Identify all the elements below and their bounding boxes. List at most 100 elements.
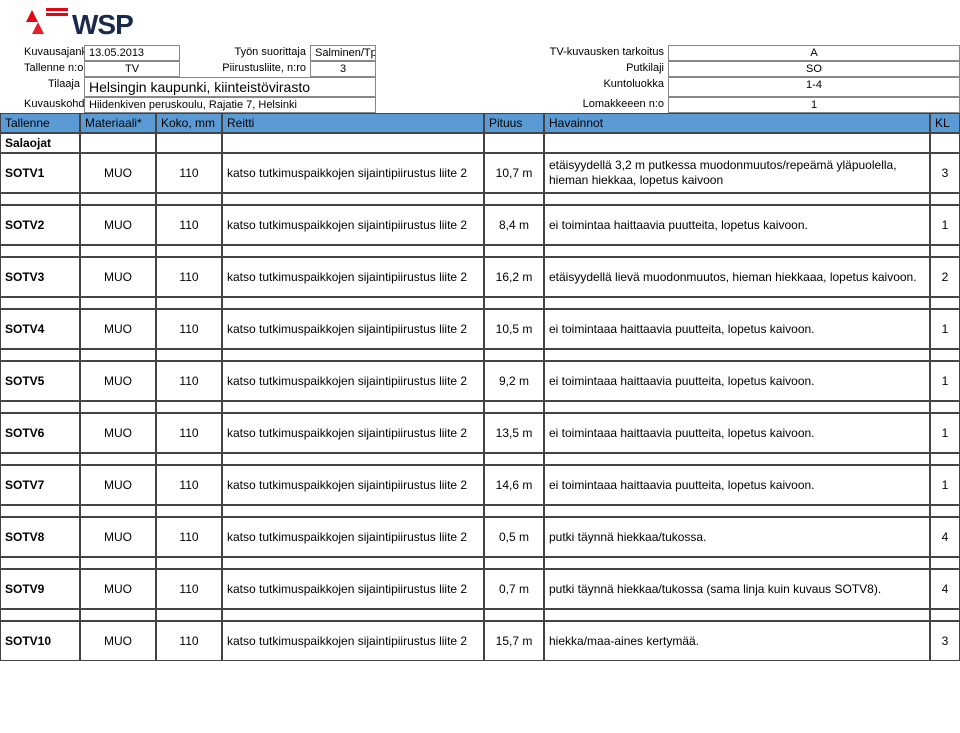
cell-kl: 2 <box>930 257 960 297</box>
meta-site: Hiidenkiven peruskoulu, Rajatie 7, Helsi… <box>84 97 376 113</box>
cell-length: 9,2 m <box>484 361 544 401</box>
cell-kl: 1 <box>930 413 960 453</box>
cell-material: MUO <box>80 465 156 505</box>
document-meta: Kuvausajank. 13.05.2013 Työn suorittaja … <box>0 45 960 113</box>
cell-size: 110 <box>156 153 222 193</box>
cell-length: 10,5 m <box>484 309 544 349</box>
cell-route: katso tutkimuspaikkojen sijaintipiirustu… <box>222 361 484 401</box>
cell-size: 110 <box>156 569 222 609</box>
cell-route: katso tutkimuspaikkojen sijaintipiirustu… <box>222 569 484 609</box>
cell-size: 110 <box>156 361 222 401</box>
meta-form-no: 1 <box>668 97 960 113</box>
col-materiaali: Materiaali* <box>80 113 156 133</box>
brand-name: WSP <box>72 9 133 41</box>
cell-observation: etäisyydellä lievä muodonmuutos, hieman … <box>544 257 930 297</box>
cell-length: 0,7 m <box>484 569 544 609</box>
cell-size: 110 <box>156 205 222 245</box>
table-header-row: Tallenne Materiaali* Koko, mm Reitti Pit… <box>0 113 960 133</box>
cell-observation: putki täynnä hiekkaa/tukossa. <box>544 517 930 557</box>
table-row: SOTV8MUO110katso tutkimuspaikkojen sijai… <box>0 517 960 557</box>
cell-size: 110 <box>156 465 222 505</box>
cell-size: 110 <box>156 309 222 349</box>
cell-route: katso tutkimuspaikkojen sijaintipiirustu… <box>222 205 484 245</box>
cell-length: 8,4 m <box>484 205 544 245</box>
meta-label: Putkilaji <box>376 61 668 77</box>
cell-kl: 3 <box>930 621 960 661</box>
cell-kl: 4 <box>930 517 960 557</box>
table-row: SOTV9MUO110katso tutkimuspaikkojen sijai… <box>0 569 960 609</box>
logo-area: WSP <box>0 0 960 45</box>
table-spacer-row <box>0 245 960 257</box>
cell-observation: ei toimintaaa haittaavia puutteita, lope… <box>544 309 930 349</box>
cell-material: MUO <box>80 257 156 297</box>
meta-label: Tilaaja <box>0 77 84 97</box>
cell-observation: ei toimintaa haittaavia puutteita, lopet… <box>544 205 930 245</box>
cell-id: SOTV7 <box>0 465 80 505</box>
table-row: SOTV6MUO110katso tutkimuspaikkojen sijai… <box>0 413 960 453</box>
table-subheader: Salaojat <box>0 133 80 153</box>
cell-material: MUO <box>80 413 156 453</box>
cell-kl: 1 <box>930 309 960 349</box>
table-row: SOTV5MUO110katso tutkimuspaikkojen sijai… <box>0 361 960 401</box>
cell-id: SOTV8 <box>0 517 80 557</box>
meta-purpose: A <box>668 45 960 61</box>
meta-label: Piirustusliite, n:ro <box>180 61 310 77</box>
data-table: Salaojat SOTV1MUO110katso tutkimuspaikko… <box>0 133 960 661</box>
table-spacer-row <box>0 505 960 517</box>
meta-label: Kuvausajank. <box>0 45 84 61</box>
table-spacer-row <box>0 349 960 361</box>
meta-drawing: 3 <box>310 61 376 77</box>
col-kl: KL <box>930 113 960 133</box>
col-reitti: Reitti <box>222 113 484 133</box>
cell-route: katso tutkimuspaikkojen sijaintipiirustu… <box>222 257 484 297</box>
cell-id: SOTV3 <box>0 257 80 297</box>
meta-pipe: SO <box>668 61 960 77</box>
cell-length: 15,7 m <box>484 621 544 661</box>
table-spacer-row <box>0 401 960 413</box>
meta-label: TV-kuvausken tarkoitus <box>376 45 668 61</box>
meta-class: 1-4 <box>668 77 960 97</box>
meta-label: Kuvauskohde <box>0 97 84 113</box>
cell-material: MUO <box>80 205 156 245</box>
table-subheader-row: Salaojat <box>0 133 960 153</box>
cell-length: 16,2 m <box>484 257 544 297</box>
cell-observation: ei toimintaaa haittaavia puutteita, lope… <box>544 465 930 505</box>
table-row: SOTV4MUO110katso tutkimuspaikkojen sijai… <box>0 309 960 349</box>
table-row: SOTV1MUO110katso tutkimuspaikkojen sijai… <box>0 153 960 193</box>
cell-id: SOTV5 <box>0 361 80 401</box>
cell-material: MUO <box>80 621 156 661</box>
cell-observation: ei toimintaaa haittaavia puutteita, lope… <box>544 361 930 401</box>
table-row: SOTV10MUO110katso tutkimuspaikkojen sija… <box>0 621 960 661</box>
cell-size: 110 <box>156 621 222 661</box>
cell-route: katso tutkimuspaikkojen sijaintipiirustu… <box>222 153 484 193</box>
cell-length: 10,7 m <box>484 153 544 193</box>
cell-material: MUO <box>80 517 156 557</box>
brand-logo-icon <box>24 8 68 41</box>
table-row: SOTV7MUO110katso tutkimuspaikkojen sijai… <box>0 465 960 505</box>
cell-route: katso tutkimuspaikkojen sijaintipiirustu… <box>222 413 484 453</box>
cell-observation: ei toimintaaa haittaavia puutteita, lope… <box>544 413 930 453</box>
brand-logo: WSP <box>24 8 133 41</box>
cell-kl: 3 <box>930 153 960 193</box>
cell-route: katso tutkimuspaikkojen sijaintipiirustu… <box>222 517 484 557</box>
cell-id: SOTV9 <box>0 569 80 609</box>
meta-customer: Helsingin kaupunki, kiinteistövirasto <box>84 77 376 97</box>
cell-id: SOTV6 <box>0 413 80 453</box>
meta-label: Lomakkeeen n:o <box>376 97 668 113</box>
cell-material: MUO <box>80 309 156 349</box>
cell-route: katso tutkimuspaikkojen sijaintipiirustu… <box>222 465 484 505</box>
cell-kl: 1 <box>930 205 960 245</box>
col-havainnot: Havainnot <box>544 113 930 133</box>
cell-id: SOTV1 <box>0 153 80 193</box>
cell-size: 110 <box>156 517 222 557</box>
cell-size: 110 <box>156 257 222 297</box>
cell-material: MUO <box>80 569 156 609</box>
meta-author: Salminen/Tpa <box>310 45 376 61</box>
meta-label: Kuntoluokka <box>376 77 668 97</box>
cell-observation: putki täynnä hiekkaa/tukossa (sama linja… <box>544 569 930 609</box>
table-spacer-row <box>0 609 960 621</box>
meta-recno: TV <box>84 61 180 77</box>
cell-observation: hiekka/maa-aines kertymää. <box>544 621 930 661</box>
table-spacer-row <box>0 557 960 569</box>
cell-kl: 1 <box>930 361 960 401</box>
